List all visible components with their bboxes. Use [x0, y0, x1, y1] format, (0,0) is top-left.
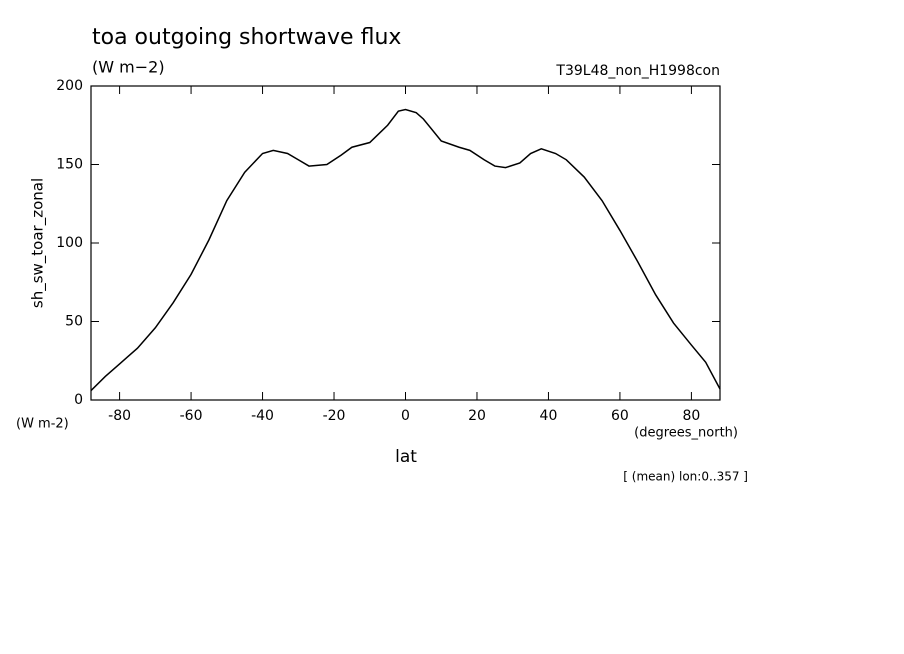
x-units: (degrees_north)	[634, 426, 738, 441]
run-label: T39L48_non_H1998con	[555, 63, 720, 79]
data-line	[90, 108, 721, 392]
x-tick-label: -40	[251, 408, 274, 424]
y-axis-label: sh_sw_toar_zonal	[29, 178, 48, 308]
y-tick-label: 100	[56, 235, 83, 251]
x-tick-label: 60	[611, 408, 629, 424]
y-units: (W m-2)	[16, 417, 69, 432]
x-tick-label: -20	[323, 408, 346, 424]
note: [ (mean) lon:0..357 ]	[623, 470, 748, 484]
x-tick-label: 80	[682, 408, 700, 424]
chart-title: toa outgoing shortwave flux	[92, 25, 401, 50]
x-axis-label: lat	[395, 447, 417, 467]
y-tick-label: 0	[74, 392, 83, 408]
x-tick-label: 40	[540, 408, 558, 424]
x-tick-label: 20	[468, 408, 486, 424]
x-tick-label: -60	[180, 408, 203, 424]
y-tick-label: 200	[56, 78, 83, 94]
y-tick-label: 50	[65, 314, 83, 330]
chart-subtitle: (W m−2)	[92, 58, 165, 77]
x-tick-label: -80	[108, 408, 131, 424]
x-tick-label: 0	[401, 408, 410, 424]
y-tick-label: 150	[56, 157, 83, 173]
